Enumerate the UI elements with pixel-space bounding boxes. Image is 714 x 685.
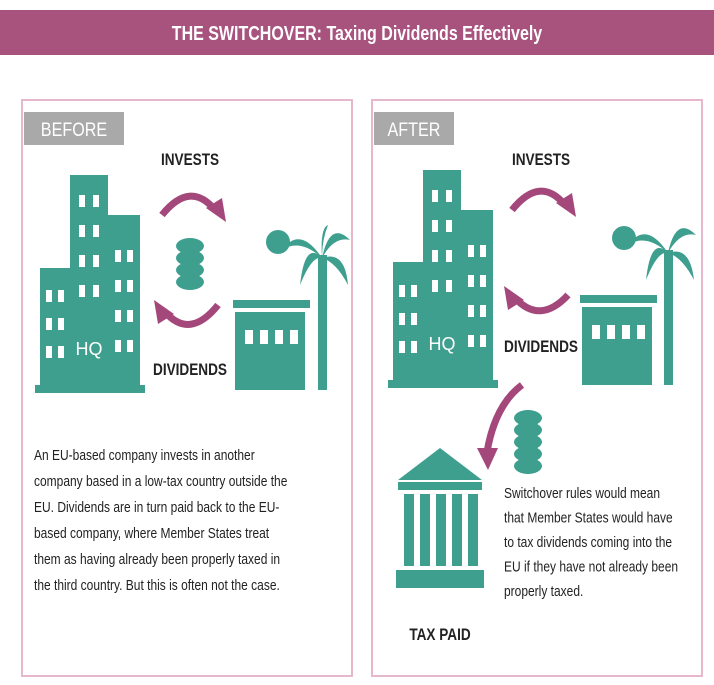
panel-label: BEFORE — [41, 119, 107, 141]
coins — [514, 410, 542, 474]
invests-label: INVESTS — [512, 151, 570, 170]
dividends-label: DIVIDENDS — [504, 338, 578, 357]
invests-label: INVESTS — [161, 151, 219, 170]
tax-authority — [396, 448, 484, 588]
panel-label: AFTER — [388, 119, 441, 141]
description-line: properly taxed. — [504, 583, 583, 600]
hq-label: HQ — [76, 339, 103, 359]
hq-label: HQ — [429, 334, 456, 354]
description-line: Switchover rules would mean — [504, 485, 660, 502]
header-title: THE SWITCHOVER: Taxing Dividends Effecti… — [172, 22, 542, 44]
coins — [176, 238, 204, 290]
description: Switchover rules would mean that Member S… — [504, 485, 678, 600]
description-line: them as having already been properly tax… — [34, 551, 280, 568]
description-line: the third country. But this is often not… — [34, 577, 280, 594]
description-line: EU if they have not already been — [504, 558, 678, 575]
description-line: that Member States would have — [504, 509, 673, 526]
description-line: EU. Dividends are in turn paid back to t… — [34, 499, 279, 516]
description: An EU-based company invests in another co… — [34, 447, 287, 594]
description-line: company based in a low-tax country outsi… — [34, 473, 287, 490]
description-line: An EU-based company invests in another — [34, 447, 255, 464]
description-line: to tax dividends coming into the — [504, 534, 672, 551]
description-line: based company, where Member States treat — [34, 525, 269, 542]
hq-buildings — [35, 175, 145, 393]
dividends-label: DIVIDENDS — [153, 361, 227, 380]
tax-paid-label: TAX PAID — [409, 626, 470, 645]
hq-buildings — [388, 170, 498, 388]
foreign-company — [233, 225, 350, 390]
page: THE SWITCHOVER: Taxing Dividends Effecti… — [0, 0, 714, 680]
infographic: THE SWITCHOVER: Taxing Dividends Effecti… — [0, 0, 714, 680]
foreign-company — [580, 226, 696, 385]
